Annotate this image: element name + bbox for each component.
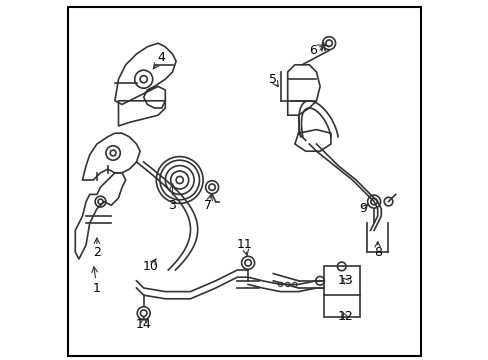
Text: 14: 14 — [136, 318, 151, 330]
Text: 7: 7 — [204, 199, 212, 212]
Text: 13: 13 — [337, 274, 352, 287]
Text: 5: 5 — [269, 73, 277, 86]
Text: 11: 11 — [236, 238, 252, 251]
Text: 1: 1 — [93, 282, 101, 294]
Text: 9: 9 — [359, 202, 366, 215]
Text: 8: 8 — [373, 246, 381, 258]
Text: 12: 12 — [337, 310, 352, 323]
Text: 2: 2 — [93, 246, 101, 258]
Text: 3: 3 — [168, 199, 176, 212]
Text: 4: 4 — [158, 51, 165, 64]
Bar — [323, 266, 359, 317]
Text: 10: 10 — [142, 260, 159, 273]
Text: 6: 6 — [308, 44, 316, 57]
